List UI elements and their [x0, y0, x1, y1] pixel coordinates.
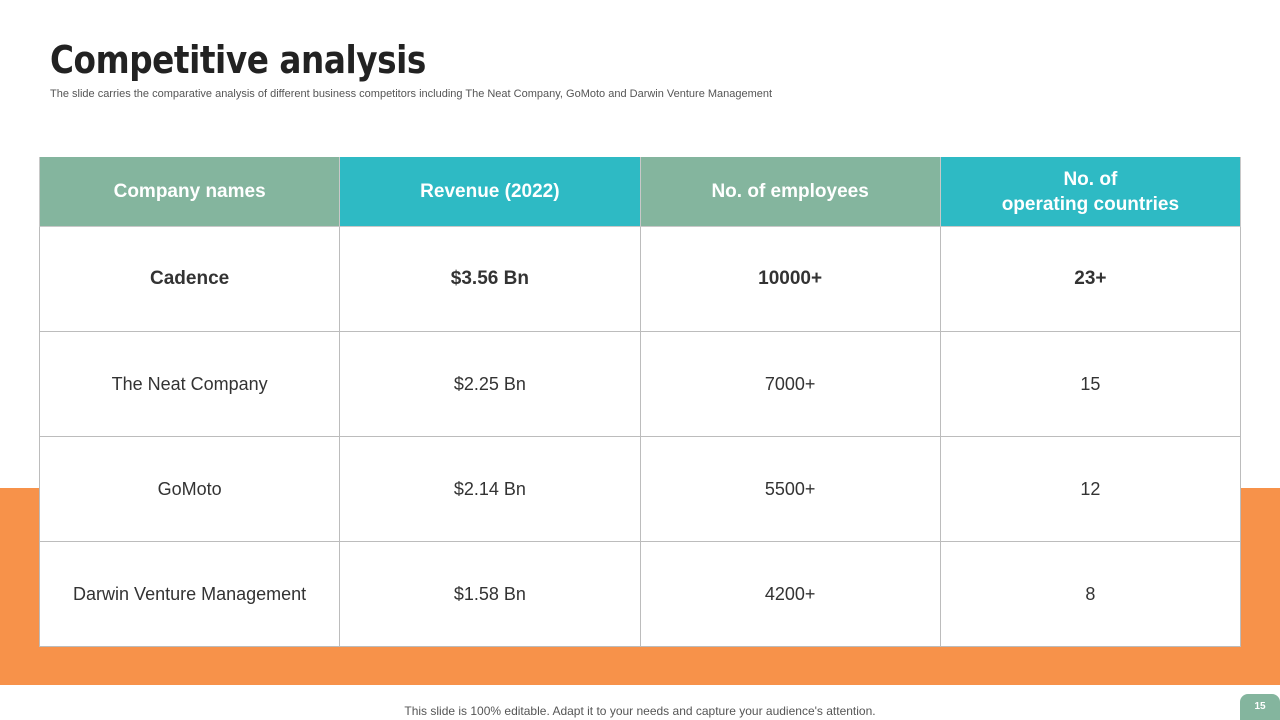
cell-countries: 8: [939, 541, 1242, 647]
cell-company: Cadence: [38, 226, 341, 332]
cell-company: GoMoto: [38, 436, 341, 542]
cell-countries: 12: [939, 436, 1242, 542]
table-row: Darwin Venture Management $1.58 Bn 4200+…: [38, 541, 1242, 647]
footer-note: This slide is 100% editable. Adapt it to…: [404, 704, 876, 718]
cell-employees: 4200+: [639, 541, 941, 647]
header-revenue: Revenue (2022): [339, 157, 641, 227]
table-row: The Neat Company $2.25 Bn 7000+ 15: [38, 331, 1242, 437]
header-operating-countries: No. of operating countries: [939, 157, 1242, 227]
cell-employees: 10000+: [639, 226, 941, 332]
cell-employees: 7000+: [639, 331, 941, 437]
table-row: Cadence $3.56 Bn 10000+ 23+: [38, 226, 1242, 332]
page-number-badge: 15: [1240, 694, 1280, 720]
table-header-row: Company names Revenue (2022) No. of empl…: [38, 157, 1242, 227]
cell-employees: 5500+: [639, 436, 941, 542]
page-title: Competitive analysis: [50, 38, 426, 82]
cell-revenue: $2.14 Bn: [339, 436, 641, 542]
cell-countries: 15: [939, 331, 1242, 437]
table-row: GoMoto $2.14 Bn 5500+ 12: [38, 436, 1242, 542]
page-subtitle: The slide carries the comparative analys…: [50, 88, 773, 100]
comparison-table-container: Company names Revenue (2022) No. of empl…: [38, 157, 1242, 647]
cell-company: The Neat Company: [38, 331, 341, 437]
cell-revenue: $1.58 Bn: [339, 541, 641, 647]
cell-revenue: $3.56 Bn: [339, 226, 641, 332]
cell-countries: 23+: [939, 226, 1242, 332]
cell-company: Darwin Venture Management: [38, 541, 341, 647]
header-company-names: Company names: [38, 157, 341, 227]
comparison-table: Company names Revenue (2022) No. of empl…: [38, 157, 1242, 647]
cell-revenue: $2.25 Bn: [339, 331, 641, 437]
header-employees: No. of employees: [639, 157, 941, 227]
